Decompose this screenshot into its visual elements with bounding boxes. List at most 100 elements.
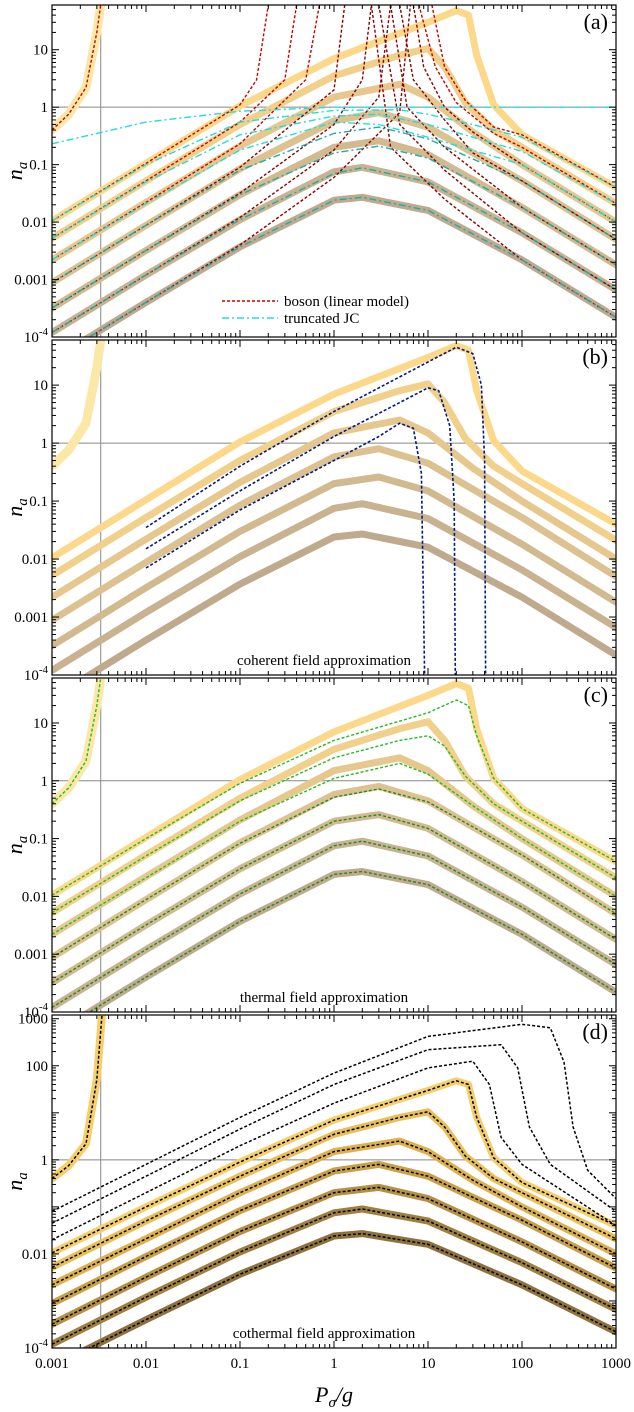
y-tick-label: 0.1 (29, 494, 48, 510)
y-tick-label: 10-4 (24, 326, 49, 346)
series-thermal-line (52, 735, 616, 914)
series-JC-line (52, 106, 616, 145)
series-coherent-line (145, 387, 457, 675)
series-cothermal-line (52, 1163, 616, 1305)
series-group (52, 678, 616, 1012)
series-boson-line (399, 5, 616, 240)
series-exact-line (52, 342, 616, 562)
series-exact-line (82, 530, 616, 675)
series-JC-line (52, 109, 616, 222)
y-tick-label: 10-4 (24, 664, 49, 684)
series-boson-line (52, 5, 321, 261)
series-exact-line (52, 754, 616, 938)
panel-3: 10-4 0.001 0.01 0.1 1 10 na (c) thermal field ap… (2, 677, 617, 1021)
y-tick-label: 10-4 (24, 1001, 49, 1021)
y-tick-label: 1000 (18, 1012, 48, 1028)
series-cothermal-line (87, 1232, 616, 1348)
series-cothermal-line (52, 1023, 616, 1213)
y-tick-label: 0.01 (22, 1247, 48, 1263)
panel-annotation: cothermal field approximation (233, 1326, 416, 1342)
series-boson-line (378, 5, 616, 291)
series-coherent-line (145, 422, 426, 675)
x-tick-label: 100 (511, 1356, 534, 1372)
panel-tag: (c) (584, 682, 608, 707)
series-thermal-line (52, 678, 102, 805)
x-tick-label: 1000 (601, 1356, 631, 1372)
series-exact-line (52, 1108, 616, 1271)
y-tick-label: 1 (41, 100, 49, 116)
y-tick-label: 0.01 (22, 215, 48, 231)
series-exact-line (52, 445, 616, 624)
series-boson-line (370, 5, 616, 318)
y-tick-label: 1 (41, 774, 49, 790)
y-tick-label: 0.1 (29, 158, 48, 174)
series-exact-line (52, 163, 616, 336)
y-tick-label: 1 (41, 436, 49, 452)
series-group (52, 1015, 616, 1348)
series-exact-line (52, 500, 616, 674)
y-axis-title: na (2, 836, 31, 855)
y-tick-label: 0.01 (22, 552, 48, 568)
y-tick-label: 0.001 (14, 610, 48, 626)
series-cothermal-line (52, 1043, 616, 1224)
series-thermal-line (52, 813, 616, 984)
series-exact-line (52, 1137, 616, 1289)
series-thermal-line (52, 699, 616, 896)
panel-annotation: thermal field approximation (240, 990, 409, 1006)
series-exact-line (52, 473, 616, 650)
y-tick-label: 10-4 (24, 1337, 49, 1357)
panel-tag: (d) (582, 1019, 608, 1044)
y-tick-label: 100 (26, 1059, 49, 1075)
series-group (52, 5, 616, 337)
y-axis-title: na (2, 498, 31, 517)
series-boson-line (431, 5, 616, 189)
series-boson-line (52, 5, 346, 284)
series-exact-line (52, 45, 616, 242)
y-tick-label: 10 (33, 716, 48, 732)
series-cothermal-line (52, 1060, 616, 1241)
x-tick-label: 1 (330, 1356, 338, 1372)
series-exact-line (52, 340, 106, 471)
series-thermal-line (52, 840, 616, 1008)
y-tick-label: 0.01 (22, 889, 48, 905)
x-tick-label: 0.01 (133, 1356, 159, 1372)
series-exact-line (52, 416, 616, 601)
panel-1: 10-4 0.001 0.01 0.1 1 10 na (a) boson (linear mo… (2, 4, 617, 346)
series-cothermal-line (52, 1208, 616, 1345)
series-exact-line (82, 868, 616, 1012)
series-JC-line (52, 145, 616, 309)
series-exact-line (52, 5, 106, 135)
series-thermal-line (52, 788, 616, 958)
series-group (52, 340, 616, 675)
legend-entry-label: truncated JC (284, 311, 359, 327)
panel-tag: (b) (582, 344, 608, 369)
series-exact-line (52, 678, 106, 809)
series-cothermal-line (52, 1186, 616, 1325)
series-exact-line (82, 193, 616, 337)
panel-annotation: coherent field approximation (237, 653, 412, 669)
panel-4: 10-4 0.01 1 100 1000 na (d) cothermal field app… (2, 1012, 631, 1411)
y-tick-label: 0.1 (29, 832, 48, 848)
x-tick-label: 0.001 (35, 1356, 69, 1372)
series-cothermal-line (52, 1080, 616, 1254)
y-tick-label: 1 (41, 1153, 49, 1169)
panel-2: 10-4 0.001 0.01 0.1 1 10 na (b) coherent field a… (2, 339, 617, 684)
series-thermal-line (52, 762, 616, 935)
series-boson-line (52, 5, 298, 239)
x-tick-label: 10 (421, 1356, 436, 1372)
series-JC-line (52, 113, 616, 239)
series-exact-line (52, 7, 616, 225)
series-boson-line (52, 5, 102, 131)
series-boson-line (52, 5, 269, 222)
x-axis-title: Pσ/g (314, 1382, 353, 1411)
panel-tag: (a) (584, 9, 608, 34)
y-tick-label: 10 (33, 378, 48, 394)
legend-entry-label: boson (linear model) (284, 294, 409, 310)
y-axis-title: na (2, 162, 31, 181)
x-tick-label: 0.1 (231, 1356, 250, 1372)
series-exact-line (52, 380, 616, 579)
y-tick-label: 0.001 (14, 947, 48, 963)
series-boson-line (412, 5, 616, 223)
series-JC-line (52, 126, 616, 284)
